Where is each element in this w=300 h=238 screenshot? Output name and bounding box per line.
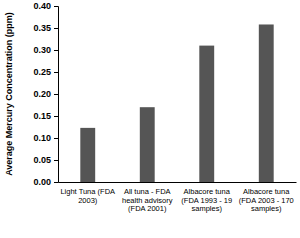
bar	[259, 24, 274, 182]
y-tick-mark	[54, 50, 58, 51]
bar	[199, 46, 214, 182]
y-tick-mark	[54, 160, 58, 161]
y-tick: 0.40	[33, 1, 58, 11]
y-tick: 0.35	[33, 23, 58, 33]
y-tick-mark	[54, 28, 58, 29]
y-tick-mark	[54, 116, 58, 117]
y-tick: 0.00	[33, 177, 58, 187]
bars	[80, 24, 273, 182]
y-tick-label: 0.15	[33, 111, 51, 121]
y-tick-label: 0.10	[33, 133, 51, 143]
y-tick: 0.05	[33, 155, 58, 165]
y-tick-mark	[54, 138, 58, 139]
y-tick-mark	[54, 94, 58, 95]
y-tick-label: 0.35	[33, 23, 51, 33]
x-tick-label: All tuna - FDAhealth advisory(FDA 2001)	[122, 187, 173, 213]
y-tick-label: 0.20	[33, 89, 51, 99]
x-labels: Light Tuna (FDA2003) All tuna - FDAhealth…	[60, 187, 293, 213]
y-tick-label: 0.30	[33, 45, 51, 55]
x-axis	[59, 182, 297, 183]
y-tick-label: 0.25	[33, 67, 51, 77]
y-tick-mark	[54, 6, 58, 7]
y-axis: 0.00 0.05 0.10 0.15 0.20 0.25 0.30 0.35 0.40	[33, 1, 58, 187]
y-tick-mark	[54, 182, 58, 183]
y-tick: 0.25	[33, 67, 58, 77]
y-tick: 0.30	[33, 45, 58, 55]
x-tick-label: Albacore tuna(FDA 2003 - 170samples)	[239, 187, 294, 213]
y-tick: 0.10	[33, 133, 58, 143]
y-tick-label: 0.00	[33, 177, 51, 187]
plot: 0.00 0.05 0.10 0.15 0.20 0.25 0.30 0.35 0.40 Ligh…	[33, 1, 296, 213]
y-tick: 0.20	[33, 89, 58, 99]
x-tick-label: Light Tuna (FDA2003)	[60, 187, 115, 205]
bar	[80, 128, 95, 182]
y-axis-title: Average Mercury Concentration (ppm)	[4, 12, 14, 176]
y-tick-label: 0.40	[33, 1, 51, 11]
y-tick: 0.15	[33, 111, 58, 121]
x-tick-label: Albacore tuna(FDA 1993 - 19samples)	[181, 187, 232, 213]
chart: 0.00 0.05 0.10 0.15 0.20 0.25 0.30 0.35 0.40 Ligh…	[0, 0, 300, 238]
y-axis-line	[54, 7, 59, 183]
x-axis-line	[59, 182, 297, 183]
y-tick-label: 0.05	[33, 155, 51, 165]
y-tick-mark	[54, 72, 58, 73]
bar	[140, 107, 155, 182]
